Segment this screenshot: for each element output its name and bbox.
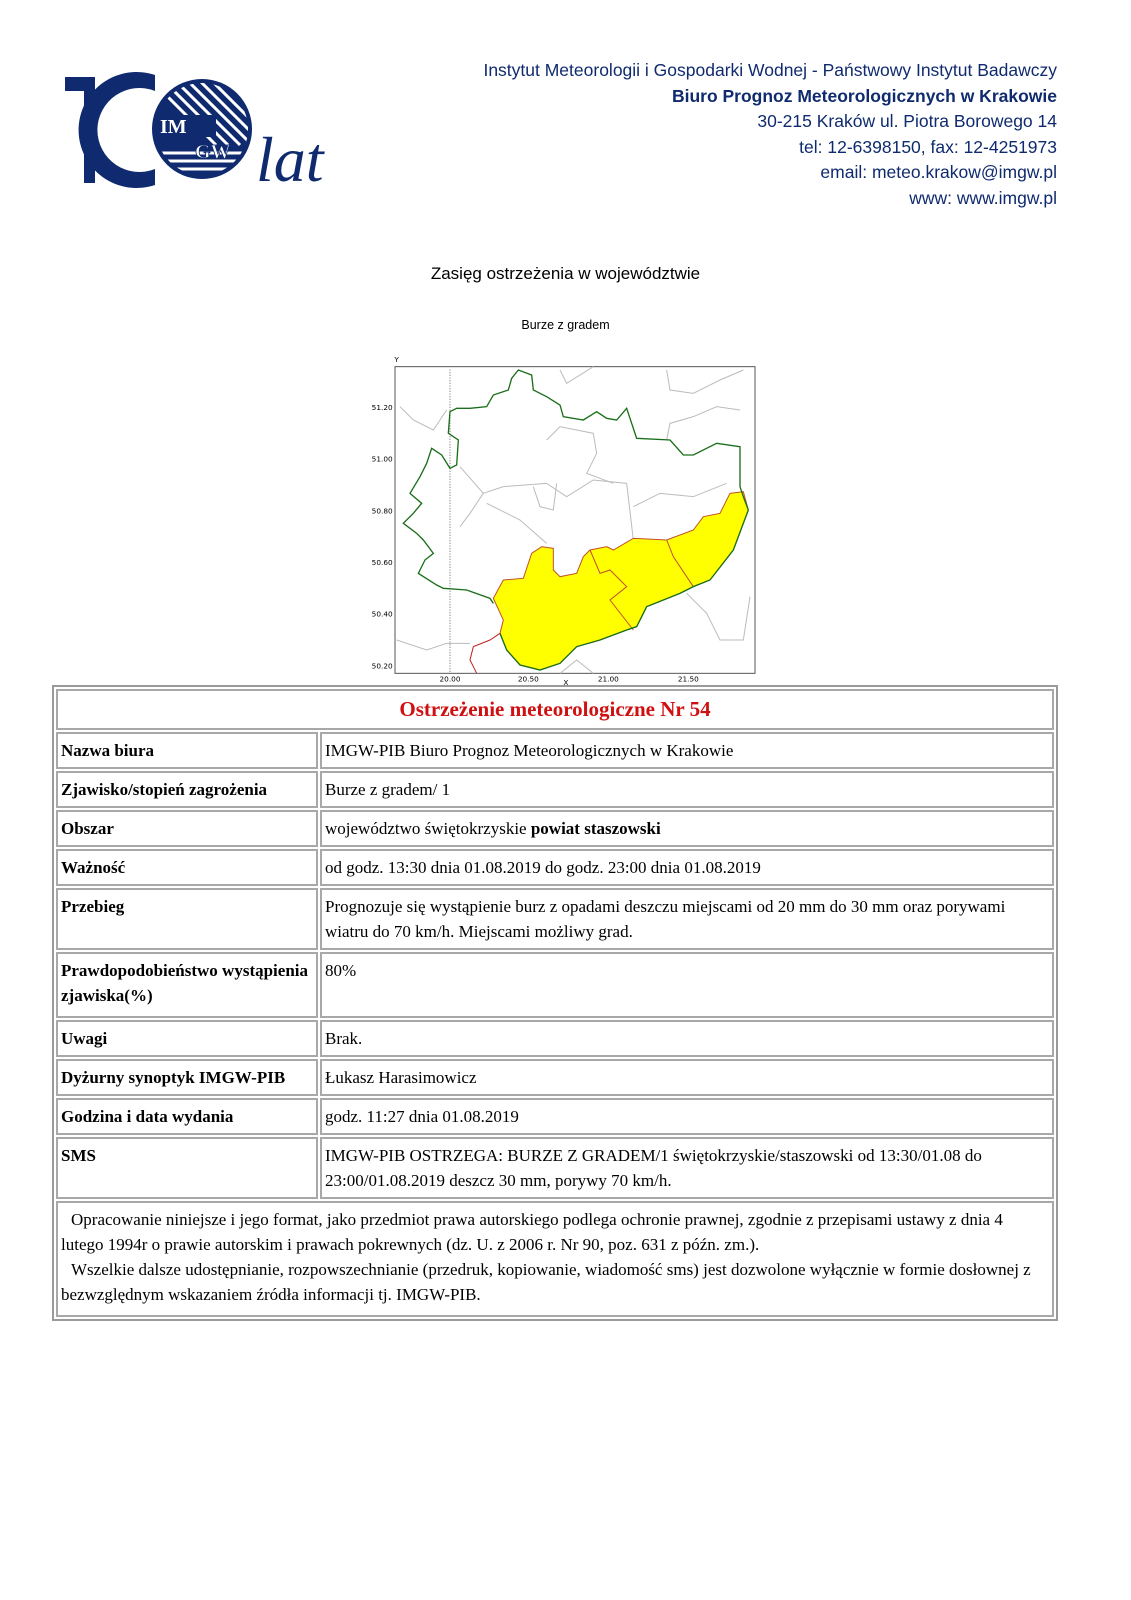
- row-value: Łukasz Harasimowicz: [320, 1059, 1054, 1096]
- svg-text:IM: IM: [160, 116, 187, 138]
- warning-table: Ostrzeżenie meteorologiczne Nr 54 Nazwa …: [52, 685, 1058, 1321]
- office-name: Biuro Prognoz Meteorologicznych w Krakow…: [671, 85, 1057, 106]
- warning-area-map: Y X 51.20 51.00 50.80 50.60 50.40 50.20 …: [372, 355, 756, 685]
- row-value: województwo świętokrzyskie powiat staszo…: [320, 810, 1054, 847]
- usage-paragraph: Wszelkie dalsze udostępnianie, rozpowsze…: [61, 1260, 1031, 1304]
- row-value: Burze z gradem/ 1: [320, 771, 1054, 808]
- row-value: Prognozuje się wystąpienie burz z opadam…: [320, 888, 1054, 950]
- x-tick: 20.00: [440, 675, 461, 684]
- row-value: od godz. 13:30 dnia 01.08.2019 do godz. …: [320, 849, 1054, 886]
- row-value: godz. 11:27 dnia 01.08.2019: [320, 1098, 1054, 1135]
- y-tick: 50.40: [372, 610, 393, 619]
- row-value: Brak.: [320, 1020, 1054, 1057]
- row-label: Zjawisko/stopień zagrożenia: [56, 771, 318, 808]
- row-label: Nazwa biura: [56, 732, 318, 769]
- x-tick: 20.50: [518, 675, 539, 684]
- row-label: Godzina i data wydania: [56, 1098, 318, 1135]
- table-row: Nazwa biura IMGW-PIB Biuro Prognoz Meteor…: [56, 732, 1054, 769]
- table-row: Ważność od godz. 13:30 dnia 01.08.2019 do…: [56, 849, 1054, 886]
- row-label: Przebieg: [56, 888, 318, 950]
- table-row: Przebieg Prognozuje się wystąpienie burz …: [56, 888, 1054, 950]
- table-row: Zjawisko/stopień zagrożenia Burze z grade…: [56, 771, 1054, 808]
- y-ticks: 51.20 51.00 50.80 50.60 50.40 50.20: [372, 403, 393, 670]
- website[interactable]: www: www.imgw.pl: [909, 187, 1057, 208]
- row-label: Ważność: [56, 849, 318, 886]
- institute-header: Instytut Meteorologii i Gospodarki Wodne…: [483, 58, 1057, 211]
- copyright-paragraph: Opracowanie niniejsze i jego format, jak…: [61, 1210, 1003, 1254]
- phone-fax: tel: 12-6398150, fax: 12-4251973: [799, 136, 1057, 157]
- voivodeship-border: [402, 369, 749, 604]
- table-row: Uwagi Brak.: [56, 1020, 1054, 1057]
- y-tick: 51.00: [372, 455, 393, 464]
- table-row: Obszar województwo świętokrzyskie powiat …: [56, 810, 1054, 847]
- table-row: SMS IMGW-PIB OSTRZEGA: BURZE Z GRADEM/1 ś…: [56, 1137, 1054, 1199]
- map-title: Zasięg ostrzeżenia w województwie: [430, 264, 701, 283]
- map-subtitle: Burze z gradem: [521, 318, 610, 332]
- row-value: 80%: [320, 952, 1054, 1018]
- table-row: Godzina i data wydania godz. 11:27 dnia 0…: [56, 1098, 1054, 1135]
- x-tick: 21.50: [678, 675, 699, 684]
- y-tick: 50.80: [372, 506, 393, 515]
- area-voivodeship: województwo świętokrzyskie: [325, 819, 531, 838]
- table-row: Prawdopodobieństwo wystąpienia zjawiska(…: [56, 952, 1054, 1018]
- y-tick: 50.60: [372, 558, 393, 567]
- copyright-notice: Opracowanie niniejsze i jego format, jak…: [56, 1201, 1054, 1317]
- row-label: Obszar: [56, 810, 318, 847]
- table-row: Dyżurny synoptyk IMGW-PIB Łukasz Harasimo…: [56, 1059, 1054, 1096]
- x-axis-label: X: [563, 678, 568, 685]
- row-value: IMGW-PIB Biuro Prognoz Meteorologicznych…: [320, 732, 1054, 769]
- row-value: IMGW-PIB OSTRZEGA: BURZE Z GRADEM/1 świę…: [320, 1137, 1054, 1199]
- area-county: powiat staszowski: [530, 819, 661, 838]
- y-tick: 50.20: [372, 661, 393, 670]
- x-tick: 21.00: [598, 675, 619, 684]
- row-label: SMS: [56, 1137, 318, 1199]
- row-label: Prawdopodobieństwo wystąpienia zjawiska(…: [56, 952, 318, 1018]
- row-label: Dyżurny synoptyk IMGW-PIB: [56, 1059, 318, 1096]
- imgw-100-lat-logo: IM GW lat: [65, 71, 326, 195]
- svg-text:lat: lat: [256, 124, 326, 195]
- warning-title: Ostrzeżenie meteorologiczne Nr 54: [56, 689, 1054, 730]
- y-axis-label: Y: [393, 355, 399, 364]
- svg-text:GW: GW: [195, 141, 231, 163]
- row-label: Uwagi: [56, 1020, 318, 1057]
- y-tick: 51.20: [372, 403, 393, 412]
- address: 30-215 Kraków ul. Piotra Borowego 14: [757, 111, 1057, 131]
- email[interactable]: email: meteo.krakow@imgw.pl: [820, 162, 1057, 182]
- institute-name: Instytut Meteorologii i Gospodarki Wodne…: [483, 60, 1057, 80]
- x-ticks: 20.00 20.50 21.00 21.50: [440, 675, 700, 684]
